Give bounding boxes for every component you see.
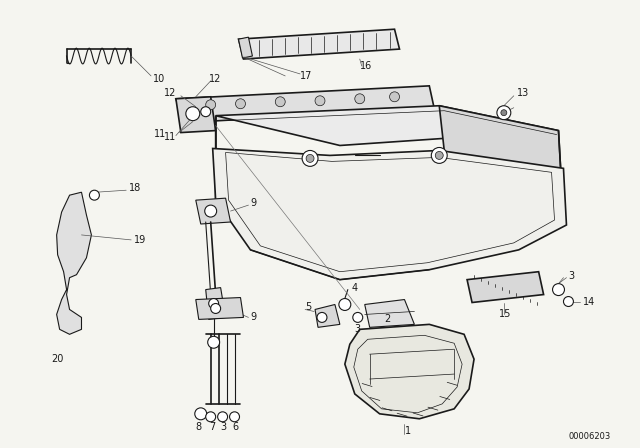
- Text: 4: 4: [352, 283, 358, 293]
- Polygon shape: [439, 106, 563, 220]
- Circle shape: [501, 110, 507, 116]
- Circle shape: [201, 107, 211, 116]
- Polygon shape: [196, 297, 243, 319]
- Text: 3: 3: [355, 324, 361, 334]
- Circle shape: [90, 190, 99, 200]
- Circle shape: [211, 303, 221, 314]
- Circle shape: [186, 107, 200, 121]
- Circle shape: [317, 312, 327, 323]
- Polygon shape: [212, 148, 566, 280]
- Circle shape: [552, 284, 564, 296]
- Text: 12: 12: [209, 74, 221, 84]
- Polygon shape: [239, 37, 252, 58]
- Circle shape: [208, 336, 220, 348]
- Text: 2: 2: [385, 314, 391, 324]
- Text: 00006203: 00006203: [568, 432, 611, 441]
- Polygon shape: [176, 97, 216, 133]
- Text: 3: 3: [568, 271, 575, 281]
- Circle shape: [302, 151, 318, 166]
- Circle shape: [205, 100, 216, 110]
- Text: 9: 9: [250, 198, 257, 208]
- Text: 7: 7: [209, 422, 215, 432]
- Circle shape: [218, 412, 228, 422]
- Circle shape: [390, 92, 399, 102]
- Text: 6: 6: [232, 422, 239, 432]
- Circle shape: [205, 205, 217, 217]
- Text: 10: 10: [153, 74, 165, 84]
- Text: 16: 16: [360, 61, 372, 71]
- Text: 18: 18: [129, 183, 141, 193]
- Text: 11: 11: [154, 129, 166, 138]
- Polygon shape: [196, 198, 230, 224]
- Text: 11: 11: [164, 132, 176, 142]
- Polygon shape: [467, 271, 543, 302]
- Polygon shape: [205, 288, 225, 319]
- Text: 19: 19: [134, 235, 147, 245]
- Circle shape: [355, 94, 365, 104]
- Polygon shape: [57, 192, 92, 334]
- Text: 3: 3: [221, 422, 227, 432]
- Text: 5: 5: [305, 302, 311, 312]
- Circle shape: [230, 412, 239, 422]
- Circle shape: [339, 298, 351, 310]
- Circle shape: [236, 99, 246, 109]
- Text: 20: 20: [52, 354, 64, 364]
- Circle shape: [275, 97, 285, 107]
- Text: 17: 17: [300, 71, 312, 81]
- Text: 12: 12: [164, 88, 176, 98]
- Text: 9: 9: [250, 312, 257, 323]
- Polygon shape: [345, 324, 474, 419]
- Circle shape: [497, 106, 511, 120]
- Circle shape: [435, 151, 444, 159]
- Polygon shape: [176, 86, 435, 123]
- Circle shape: [306, 155, 314, 162]
- Polygon shape: [239, 29, 399, 59]
- Text: 8: 8: [196, 422, 202, 432]
- Circle shape: [563, 297, 573, 306]
- Circle shape: [205, 412, 216, 422]
- Polygon shape: [365, 300, 415, 327]
- Circle shape: [195, 408, 207, 420]
- Circle shape: [353, 312, 363, 323]
- Text: 14: 14: [583, 297, 596, 306]
- Polygon shape: [216, 106, 559, 146]
- Circle shape: [315, 96, 325, 106]
- Text: 13: 13: [516, 88, 529, 98]
- Text: 15: 15: [499, 310, 511, 319]
- Polygon shape: [315, 305, 340, 327]
- Circle shape: [209, 298, 219, 309]
- Circle shape: [431, 147, 447, 164]
- Text: 1: 1: [404, 426, 411, 436]
